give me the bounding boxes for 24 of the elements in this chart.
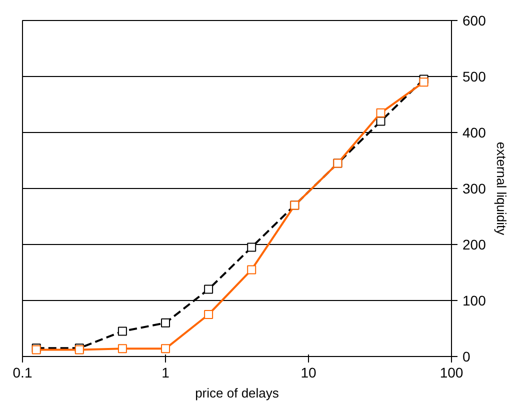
- y-tick-label: 300: [462, 180, 486, 196]
- point: [376, 108, 386, 118]
- x-tick-label: 100: [440, 364, 464, 380]
- x-axis-title: price of delays: [195, 386, 280, 400]
- point: [376, 116, 386, 126]
- point: [161, 344, 170, 354]
- point: [161, 318, 170, 328]
- point: [204, 310, 214, 319]
- y-tick-label: 200: [462, 236, 486, 252]
- point: [419, 78, 428, 87]
- y-tick-label: 500: [462, 68, 486, 84]
- x-tick-label: 10: [300, 364, 316, 380]
- y-tick-label: 600: [462, 12, 486, 28]
- point: [204, 284, 214, 294]
- point: [118, 344, 127, 354]
- point: [118, 326, 127, 336]
- x-tick-label: 1: [162, 364, 170, 380]
- y-tick-label: 400: [462, 124, 486, 140]
- x-tick-label: 0.1: [12, 364, 32, 380]
- point: [247, 265, 256, 274]
- y-axis-title: external liquidity: [494, 142, 509, 236]
- y-tick-label: 0: [462, 348, 470, 364]
- y-tick-label: 100: [462, 292, 486, 308]
- point: [247, 242, 256, 252]
